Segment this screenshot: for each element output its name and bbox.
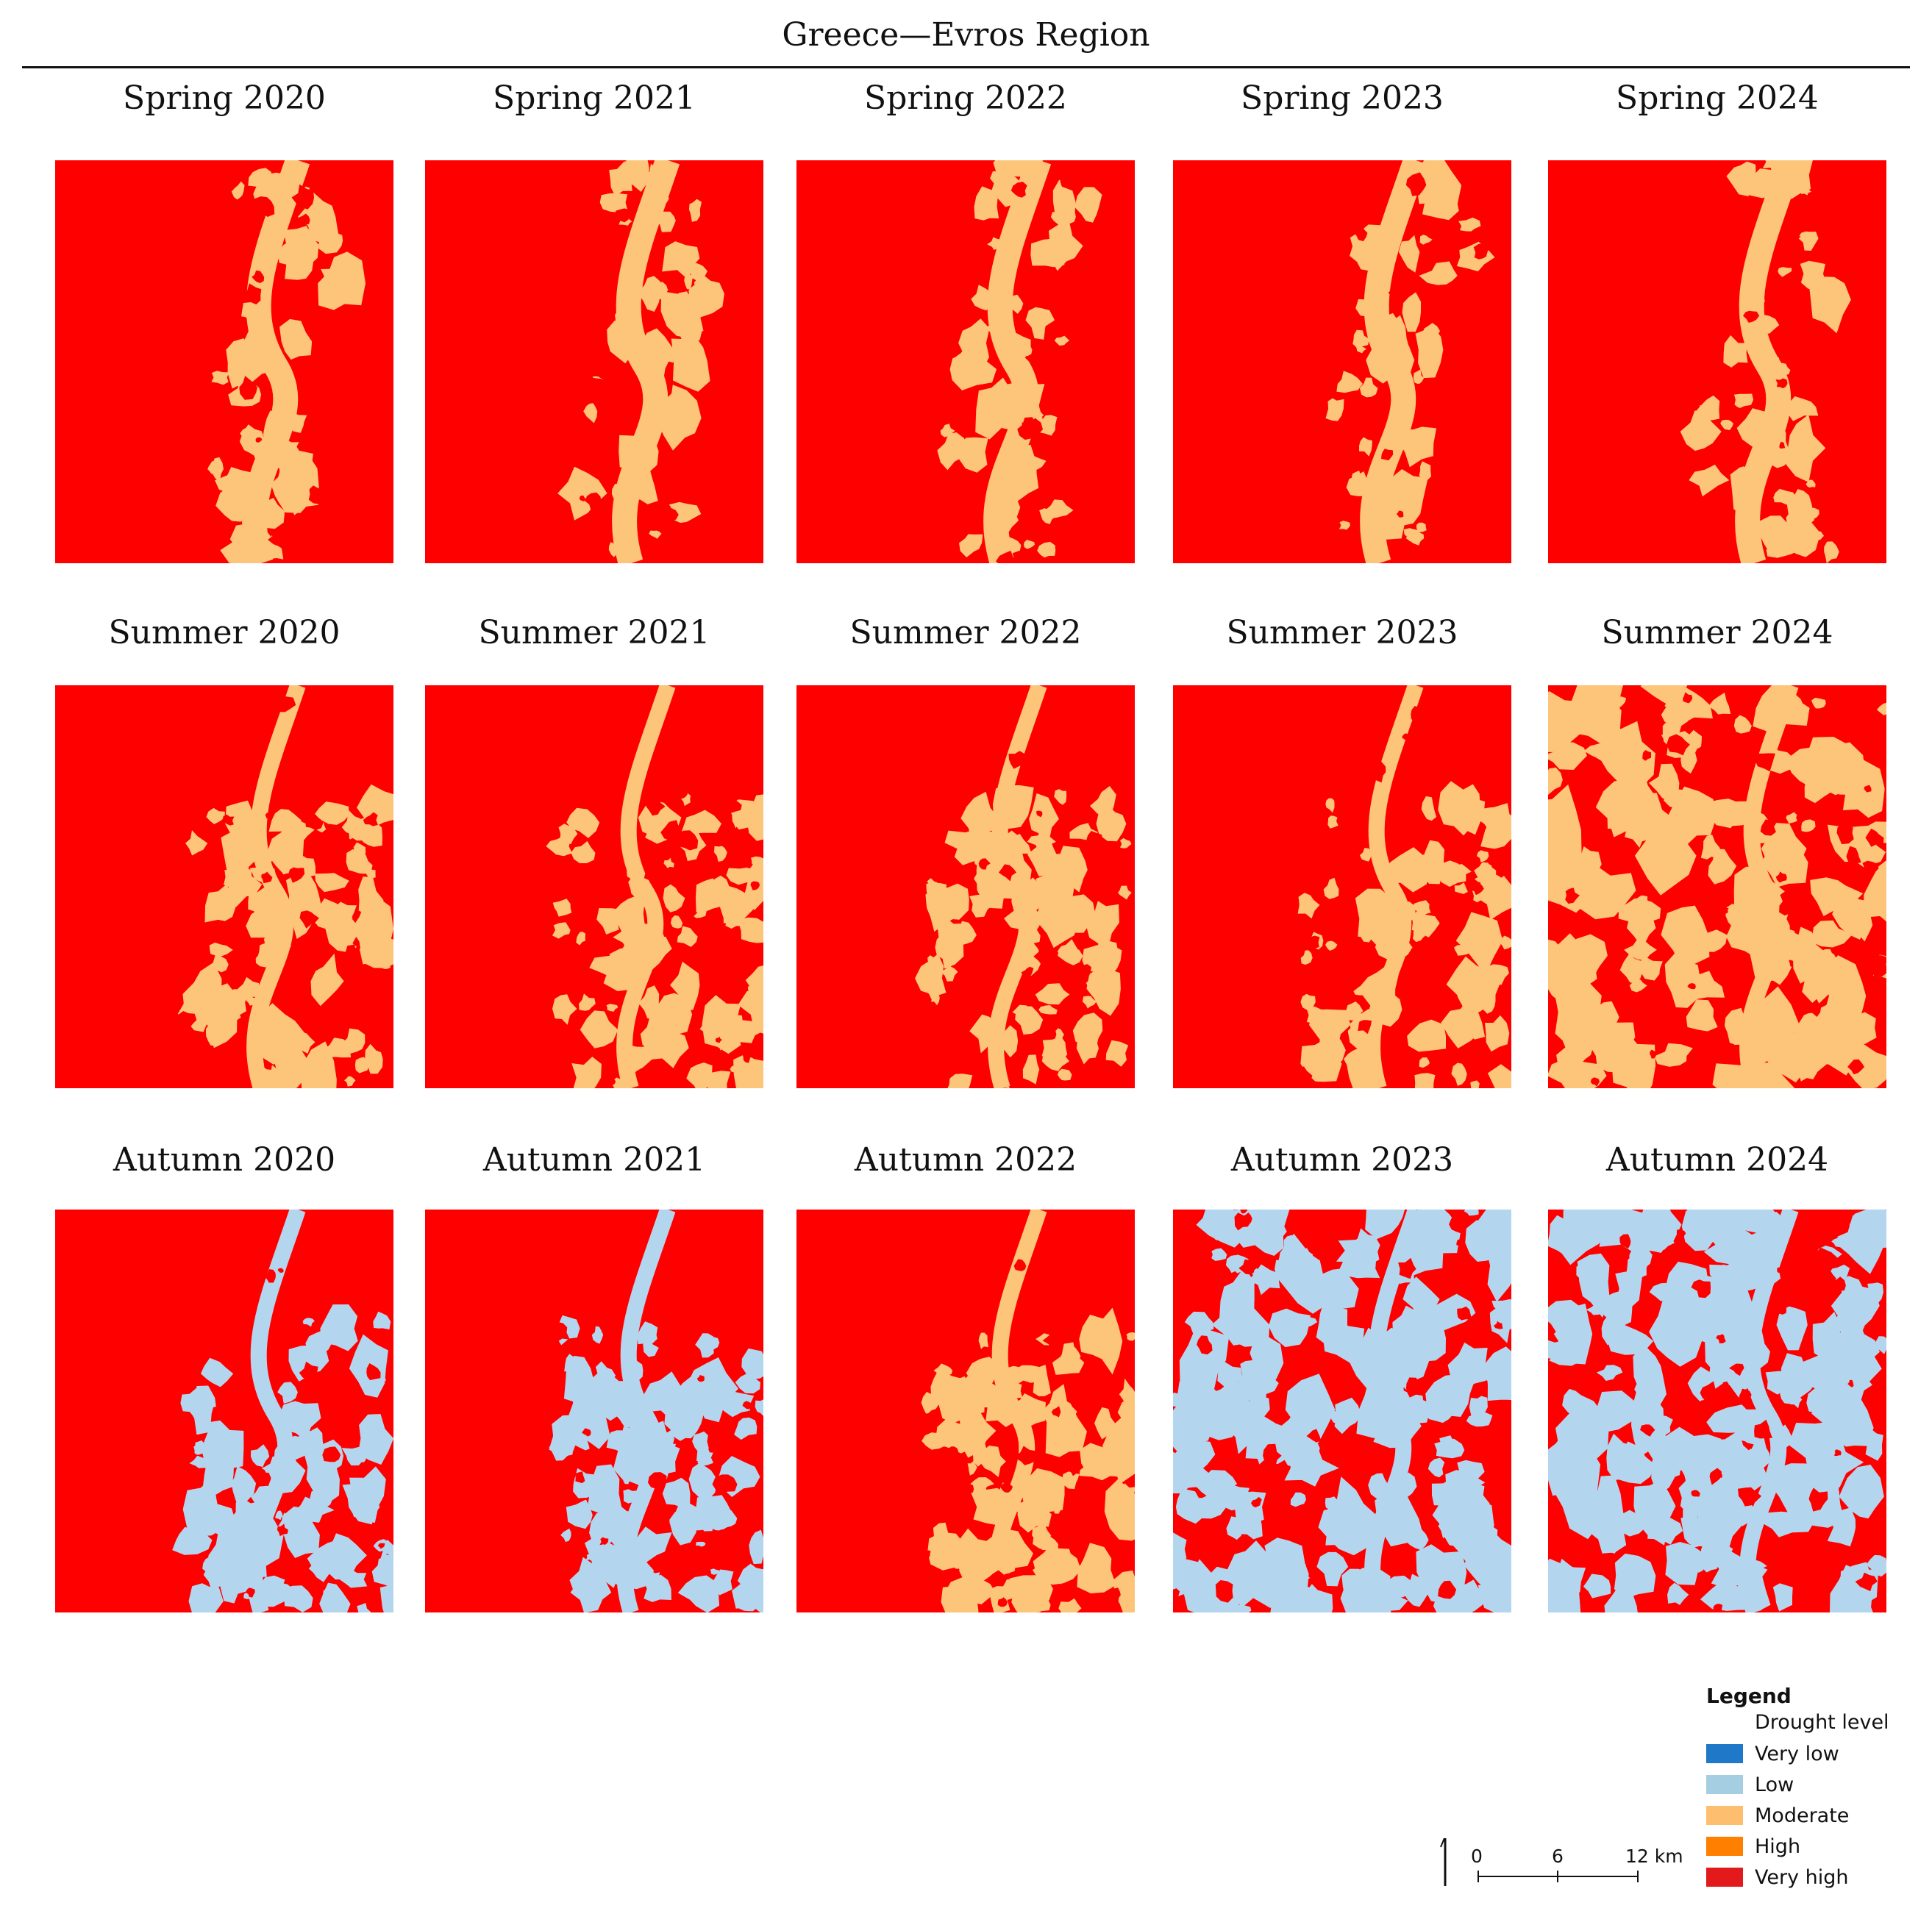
drought-map: [55, 160, 393, 563]
drought-map: [1548, 160, 1886, 563]
drought-map: [1173, 1210, 1511, 1612]
drought-map: [1173, 685, 1511, 1088]
legend-item: Very low: [1706, 1738, 1889, 1769]
legend-swatch: [1706, 1744, 1743, 1763]
legend-item: Moderate: [1706, 1800, 1889, 1831]
drought-map: [1173, 160, 1511, 563]
legend-label: Low: [1755, 1773, 1794, 1796]
drought-map: [1548, 685, 1886, 1088]
legend-item: Very high: [1706, 1862, 1889, 1893]
panel-title: Spring 2024: [1616, 79, 1819, 117]
panel-title: Autumn 2022: [854, 1141, 1077, 1179]
drought-map: [55, 685, 393, 1088]
legend-swatch: [1706, 1868, 1743, 1887]
drought-map: [796, 160, 1135, 563]
panel-title: Autumn 2021: [482, 1141, 706, 1179]
legend-swatch: [1706, 1775, 1743, 1794]
scale-tick-12: 12 km: [1625, 1846, 1683, 1867]
drought-map: [796, 685, 1135, 1088]
panel-title: Summer 2024: [1601, 614, 1833, 651]
legend-swatch: [1706, 1837, 1743, 1856]
legend: Legend Drought level Very low Low Moderate…: [1706, 1684, 1889, 1893]
panel-title: Summer 2021: [478, 614, 710, 651]
scale-bar: 0 6 12 km: [1438, 1831, 1688, 1890]
drought-map: [425, 160, 763, 563]
panel-title: Summer 2023: [1226, 614, 1458, 651]
legend-item: Low: [1706, 1769, 1889, 1800]
legend-item: High: [1706, 1831, 1889, 1862]
scale-bar-graphic: [1440, 1837, 1639, 1886]
legend-label: Very low: [1755, 1742, 1839, 1765]
drought-map: [796, 1210, 1135, 1612]
drought-map: [1548, 1210, 1886, 1612]
legend-swatch: [1706, 1806, 1743, 1825]
panel-title: Spring 2020: [123, 79, 326, 117]
panel-title: Summer 2022: [849, 614, 1082, 651]
legend-heading: Legend: [1706, 1684, 1792, 1708]
drought-map: [425, 685, 763, 1088]
scale-tick-6: 6: [1552, 1846, 1564, 1867]
panel-title: Spring 2022: [864, 79, 1067, 117]
legend-label: Very high: [1755, 1865, 1849, 1889]
panel-title: Autumn 2023: [1230, 1141, 1454, 1179]
legend-label: Moderate: [1755, 1804, 1850, 1827]
drought-map: [425, 1210, 763, 1612]
panel-title: Spring 2023: [1241, 79, 1444, 117]
panel-title: Autumn 2024: [1605, 1141, 1829, 1179]
legend-subheading: Drought level: [1755, 1711, 1889, 1734]
panel-title: Spring 2021: [493, 79, 696, 117]
drought-map: [55, 1210, 393, 1612]
panel-title: Summer 2020: [108, 614, 341, 651]
title-rule: [22, 66, 1910, 68]
panel-title: Autumn 2020: [113, 1141, 336, 1179]
legend-items: Very low Low Moderate High Very high: [1706, 1738, 1889, 1893]
scale-tick-0: 0: [1471, 1846, 1483, 1867]
legend-label: High: [1755, 1835, 1801, 1858]
figure-title: Greece—Evros Region: [782, 16, 1150, 54]
